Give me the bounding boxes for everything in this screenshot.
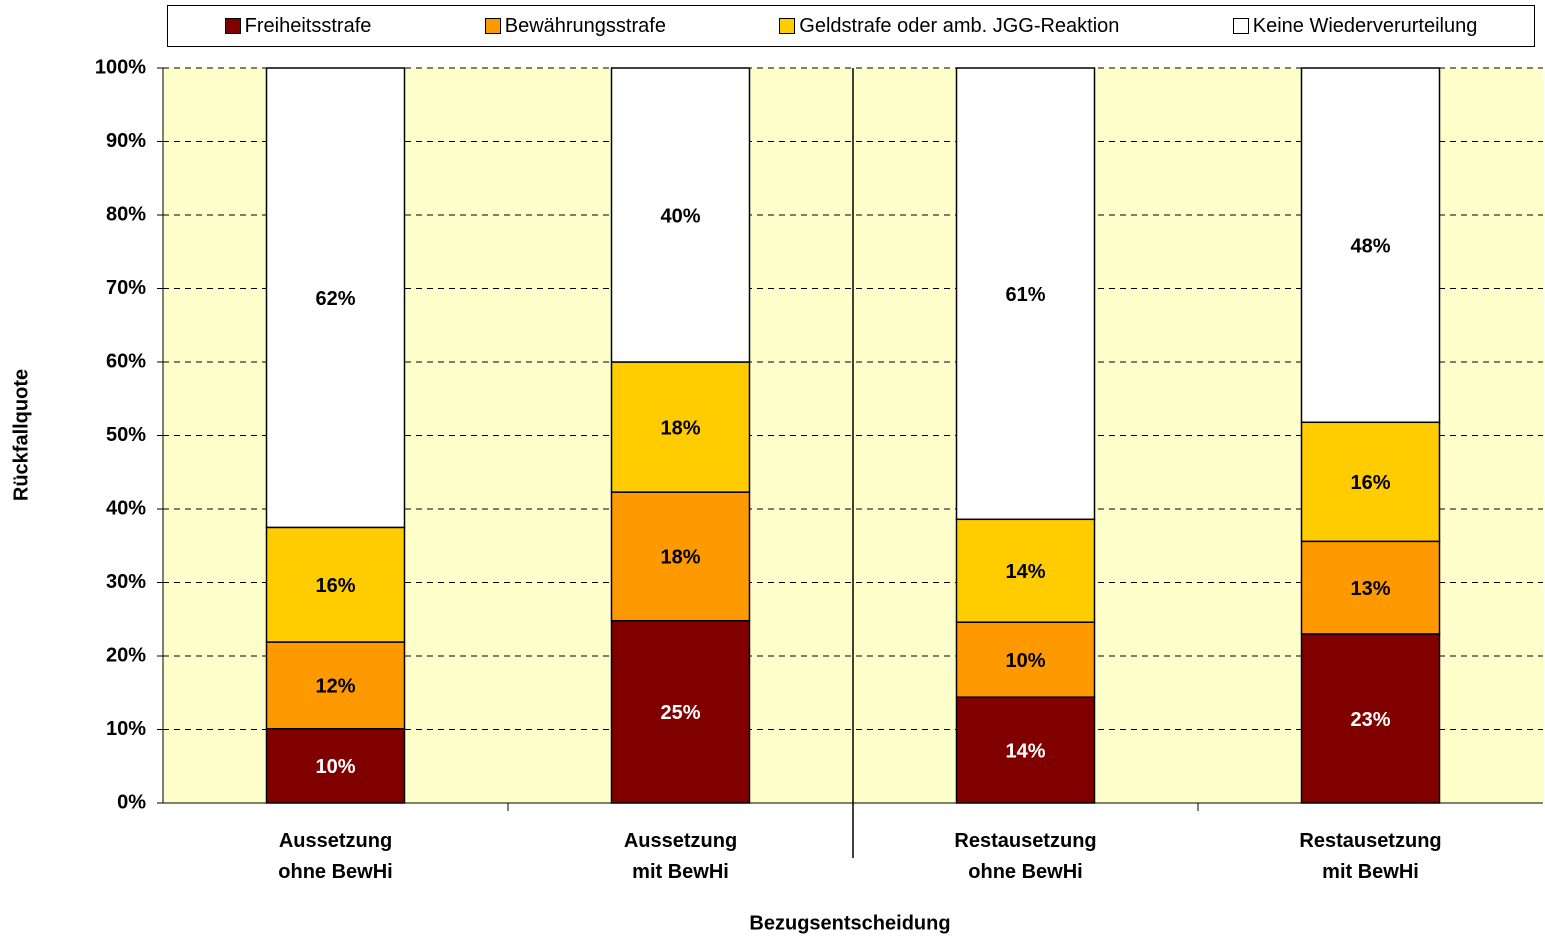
data-label: 23% [1350,709,1390,731]
x-tick-label: Restausetzung ohne BewHi [954,830,1097,883]
bar-segment [265,67,406,529]
y-axis-title: Rückfallquote [10,369,32,501]
bar-segment [610,361,751,493]
bar-segment [265,526,406,643]
y-tick-label: 50% [106,424,146,446]
data-label: 10% [315,756,355,778]
data-label: 16% [315,575,355,597]
y-tick-label: 20% [106,644,146,666]
legend-label: Keine Wiederverurteilung [1252,14,1478,37]
y-tick-label: 40% [106,497,146,519]
legend-label: Bewährungsstrafe [504,14,666,37]
legend-item: Bewährungsstrafe [484,14,666,38]
bar-segment [955,67,1096,521]
data-label: 16% [1350,472,1390,494]
y-tick-label: 30% [106,571,146,593]
x-tick-label: Aussetzung ohne BewHi [278,830,393,883]
bar-segment [1300,540,1441,635]
data-label: 62% [315,288,355,310]
legend-swatch [224,18,241,34]
legend-swatch [1232,18,1249,34]
data-label: 48% [1350,235,1390,257]
legend-label: Freiheitsstrafe [244,14,372,37]
bar-segment [1300,633,1441,804]
x-tick-label: Restausetzung mit BewHi [1299,830,1442,883]
bar-segment [265,728,406,804]
legend-item: Freiheitsstrafe [224,14,372,38]
bar-segment [265,641,406,730]
legend: Freiheitsstrafe Bewährungsstrafe Geldstraf… [167,5,1535,47]
y-tick-label: 0% [117,791,146,813]
y-tick-label: 10% [106,718,146,740]
legend-swatch [779,18,796,34]
data-label: 25% [660,702,700,724]
data-label: 14% [1005,561,1045,583]
x-axis-title: Bezugsentscheidung [749,912,950,934]
y-tick-label: 100% [95,56,146,78]
y-tick-label: 70% [106,277,146,299]
data-label: 12% [315,676,355,698]
y-tick-label: 80% [106,203,146,225]
data-label: 18% [660,547,700,569]
data-label: 14% [1005,740,1045,762]
data-label: 10% [1005,650,1045,672]
data-label: 18% [660,417,700,439]
legend-swatch [484,18,501,34]
bar-segment [610,67,751,363]
bar-segment [1300,421,1441,543]
data-label: 61% [1005,284,1045,306]
bar-segment [610,491,751,622]
legend-label: Geldstrafe oder amb. JGG-Reaktion [799,14,1120,37]
y-tick-label: 90% [106,130,146,152]
data-label: 13% [1350,578,1390,600]
bar-segment [955,518,1096,623]
bar-segment [955,621,1096,698]
x-tick-label: Aussetzung mit BewHi [623,830,738,883]
legend-item: Keine Wiederverurteilung [1232,14,1478,38]
data-label: 40% [660,205,700,227]
legend-item: Geldstrafe oder amb. JGG-Reaktion [779,15,1119,38]
bar-segment [955,696,1096,804]
y-tick-label: 60% [106,350,146,372]
bar-segment [1300,67,1441,424]
